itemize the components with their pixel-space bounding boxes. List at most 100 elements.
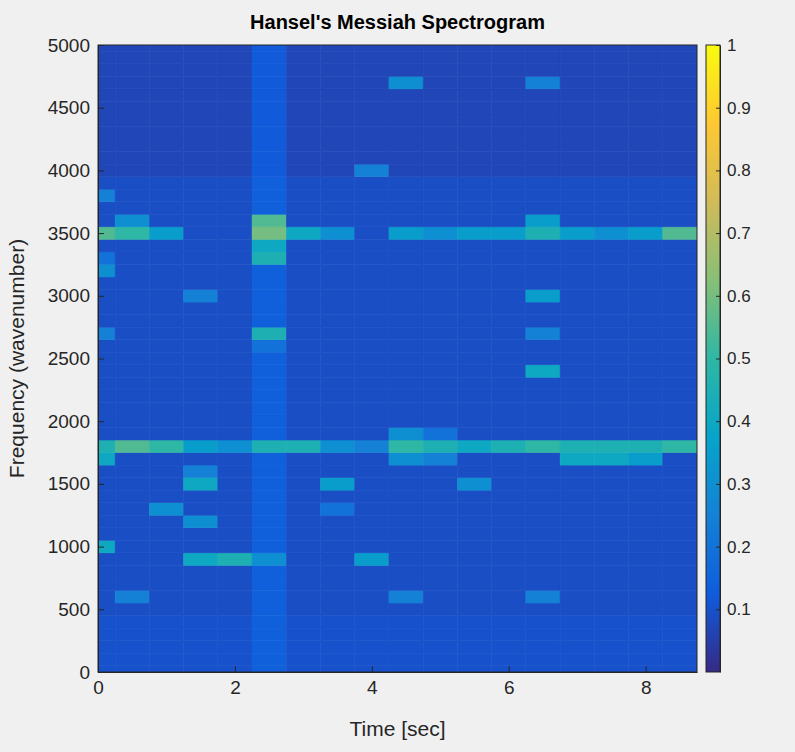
tick-mark [98, 359, 104, 360]
heatmap-cell [594, 152, 628, 165]
tick-label: 1 [727, 36, 736, 55]
heatmap-cell [252, 528, 286, 541]
heatmap-cell [594, 127, 628, 140]
heatmap-cell [629, 666, 663, 672]
heatmap-cell [115, 553, 149, 566]
heatmap-cell [184, 440, 218, 453]
tick-label: 5000 [48, 35, 90, 56]
heatmap-cell [560, 578, 594, 591]
heatmap-cell [218, 590, 252, 603]
heatmap-cell [355, 189, 389, 202]
heatmap-cell [526, 490, 560, 503]
heatmap-cell [218, 202, 252, 215]
heatmap-cell [492, 540, 526, 553]
heatmap-cell [389, 352, 423, 365]
tick-label: 1500 [48, 473, 90, 494]
heatmap-cell [560, 189, 594, 202]
heatmap-cell [98, 653, 115, 666]
heatmap-cell [218, 453, 252, 466]
heatmap-cell [286, 89, 320, 102]
heatmap-cell [594, 327, 628, 340]
heatmap-cell [526, 101, 560, 114]
heatmap-cell [560, 465, 594, 478]
heatmap-cell [115, 340, 149, 353]
heatmap-cell [594, 214, 628, 227]
heatmap-cell [457, 616, 491, 629]
heatmap-cell [629, 540, 663, 553]
heatmap-cell [98, 76, 115, 89]
heatmap-cell [594, 239, 628, 252]
heatmap-cell [115, 365, 149, 378]
heatmap-cell [560, 264, 594, 277]
heatmap-cell [492, 528, 526, 541]
heatmap-cell [184, 515, 218, 528]
heatmap-cell [252, 45, 286, 51]
heatmap-cell [218, 390, 252, 403]
heatmap-cell [184, 352, 218, 365]
heatmap-cell [492, 277, 526, 290]
heatmap-cell [355, 76, 389, 89]
heatmap-cell [389, 540, 423, 553]
heatmap-cell [560, 616, 594, 629]
heatmap-cell [629, 478, 663, 491]
heatmap-cell [115, 628, 149, 641]
heatmap-cell [115, 214, 149, 227]
tick: 0.2 [716, 538, 751, 557]
heatmap-cell [526, 340, 560, 353]
heatmap-cell [252, 478, 286, 491]
heatmap-cell [252, 177, 286, 190]
heatmap-cell [252, 327, 286, 340]
heatmap-cell [526, 666, 560, 672]
heatmap-cell [320, 290, 354, 303]
heatmap-cell [423, 189, 457, 202]
heatmap-cell [389, 390, 423, 403]
heatmap-cell [457, 490, 491, 503]
heatmap-cell [526, 453, 560, 466]
heatmap-cell [423, 365, 457, 378]
heatmap-cell [252, 202, 286, 215]
heatmap-cell [560, 540, 594, 553]
heatmap-cell [355, 540, 389, 553]
heatmap-cell [663, 578, 697, 591]
heatmap-cell [218, 478, 252, 491]
heatmap-cell [320, 402, 354, 415]
heatmap-cell [218, 152, 252, 165]
heatmap-cell [98, 578, 115, 591]
heatmap-cell [457, 465, 491, 478]
heatmap-cell [98, 315, 115, 328]
heatmap-cell [389, 590, 423, 603]
heatmap-cell [355, 264, 389, 277]
heatmap-cell [252, 114, 286, 127]
heatmap-cell [663, 164, 697, 177]
heatmap-cell [286, 553, 320, 566]
heatmap-cell [423, 64, 457, 77]
heatmap-cell [286, 427, 320, 440]
tick-mark [98, 547, 104, 548]
heatmap-cell [526, 139, 560, 152]
heatmap-cell [457, 290, 491, 303]
heatmap-cell [149, 490, 183, 503]
heatmap-cell [389, 528, 423, 541]
heatmap-cell [115, 290, 149, 303]
heatmap-cell [594, 352, 628, 365]
heatmap-cell [560, 252, 594, 265]
heatmap-cell [252, 415, 286, 428]
heatmap-cell [149, 264, 183, 277]
heatmap-cell [115, 45, 149, 51]
heatmap-cell [457, 352, 491, 365]
tick: 1 [716, 36, 736, 55]
heatmap-cell [526, 264, 560, 277]
tick-label: 4 [367, 677, 378, 698]
heatmap-cell [149, 415, 183, 428]
heatmap-cell [286, 528, 320, 541]
tick-label: 6 [504, 677, 515, 698]
heatmap-cell [389, 478, 423, 491]
heatmap-cell [184, 415, 218, 428]
heatmap-cell [252, 51, 286, 64]
tick-label: 2500 [48, 348, 90, 369]
heatmap-cell [320, 127, 354, 140]
tick-label: 0.7 [727, 224, 751, 243]
heatmap-cell [320, 264, 354, 277]
heatmap-cell [320, 89, 354, 102]
heatmap-cell [252, 290, 286, 303]
